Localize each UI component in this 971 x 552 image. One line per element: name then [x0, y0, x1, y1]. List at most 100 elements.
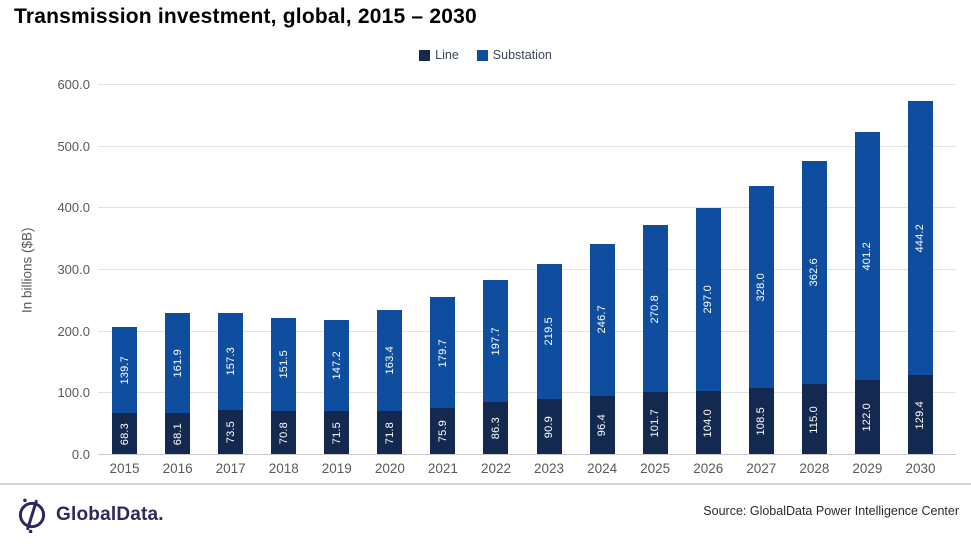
x-tick-label-2023: 2023	[534, 461, 565, 476]
bar-segment-line: 104.0	[695, 390, 721, 455]
bar-segment-line: 70.8	[271, 411, 297, 455]
bar-value-label: 68.3	[118, 422, 131, 446]
y-tick-label: 400.0	[57, 200, 90, 216]
stacked-bar-2027: 328.0 108.5	[748, 185, 774, 455]
bar-segment-substation: 246.7	[589, 243, 615, 396]
bar-value-label: 104.0	[702, 408, 715, 438]
y-tick-label: 500.0	[57, 138, 90, 154]
bar-segment-substation: 401.2	[854, 132, 880, 380]
bar-column-2021: 179.7 75.9	[416, 85, 469, 455]
stacked-bar-2021: 179.7 75.9	[430, 297, 456, 455]
x-tick-label-2018: 2018	[268, 461, 299, 476]
bar-segment-substation: 219.5	[536, 263, 562, 399]
y-tick-label: 200.0	[57, 323, 90, 339]
legend-item-line: Line	[419, 48, 459, 62]
stacked-bar-2025: 270.8 101.7	[642, 225, 668, 455]
bar-value-label: 246.7	[596, 305, 609, 334]
bar-segment-line: 90.9	[536, 398, 562, 455]
bar-column-2020: 163.4 71.8	[363, 85, 416, 455]
bar-column-2023: 219.5 90.9	[523, 85, 576, 455]
y-axis-ticks: 0.0 100.0 200.0 300.0 400.0 500.0 600.0	[0, 77, 90, 462]
bar-segment-substation: 151.5	[271, 317, 297, 412]
stacked-bar-2026: 297.0 104.0	[695, 207, 721, 455]
bar-column-2015: 139.7 68.3	[98, 85, 151, 455]
bar-value-label: 157.3	[224, 346, 237, 376]
bar-segment-substation: 157.3	[218, 312, 244, 410]
bar-column-2025: 270.8 101.7	[629, 85, 682, 455]
bar-segment-substation: 297.0	[695, 207, 721, 391]
bar-value-label: 68.1	[171, 422, 184, 446]
legend-swatch-substation	[476, 49, 488, 61]
bar-value-label: 122.0	[861, 403, 874, 432]
x-tick-label-2025: 2025	[640, 461, 671, 476]
bar-segment-substation: 328.0	[748, 185, 774, 389]
stacked-bar-2019: 147.2 71.5	[324, 320, 350, 455]
globaldata-logo: GlobalData.	[16, 497, 164, 533]
bar-value-label: 147.2	[330, 351, 343, 380]
y-tick-label: 600.0	[57, 77, 90, 92]
bar-segment-substation: 161.9	[165, 313, 191, 413]
stacked-bar-2030: 444.2 129.4	[907, 101, 933, 455]
bar-value-label: 70.8	[277, 422, 290, 445]
bar-value-label: 86.3	[489, 417, 502, 440]
stacked-bar-2022: 197.7 86.3	[483, 279, 509, 455]
x-tick-label-2016: 2016	[162, 461, 193, 476]
bar-value-label: 139.7	[118, 355, 131, 385]
bar-value-label: 297.0	[702, 285, 715, 314]
globaldata-logo-text: GlobalData.	[56, 504, 164, 525]
gridline	[98, 84, 956, 85]
stacked-bar-2023: 219.5 90.9	[536, 263, 562, 455]
bar-column-2029: 401.2 122.0	[841, 85, 894, 455]
bar-segment-line: 115.0	[801, 384, 827, 455]
bar-segment-line: 122.0	[854, 379, 880, 455]
gridline	[98, 392, 956, 394]
bar-value-label: 108.5	[755, 407, 768, 436]
bar-segment-line: 73.5	[218, 409, 244, 455]
bar-value-label: 101.7	[649, 409, 662, 438]
gridline	[98, 145, 956, 147]
bar-value-label: 401.2	[861, 241, 874, 271]
x-tick-label-2021: 2021	[427, 461, 458, 476]
x-axis-line	[98, 454, 956, 455]
bar-value-label: 270.8	[649, 294, 662, 324]
x-tick-label-2019: 2019	[321, 461, 352, 476]
bar-column-2017: 157.3 73.5	[204, 85, 257, 455]
bar-column-2027: 328.0 108.5	[735, 85, 788, 455]
y-tick-label: 100.0	[57, 385, 90, 401]
bar-value-label: 197.7	[489, 326, 502, 356]
bar-segment-line: 75.9	[430, 408, 456, 455]
bar-segment-substation: 362.6	[801, 160, 827, 385]
x-tick-label-2028: 2028	[799, 461, 830, 476]
stacked-bar-2015: 139.7 68.3	[112, 326, 138, 455]
bar-column-2016: 161.9 68.1	[151, 85, 204, 455]
bar-value-label: 96.4	[596, 414, 609, 437]
bar-column-2030: 444.2 129.4	[894, 85, 947, 455]
bar-value-label: 75.9	[436, 420, 449, 443]
globaldata-logo-icon	[16, 497, 48, 533]
bar-value-label: 151.5	[277, 350, 290, 379]
bar-segment-substation: 197.7	[483, 279, 509, 402]
gridline	[98, 330, 956, 332]
bar-value-label: 90.9	[543, 415, 556, 439]
bar-segment-line: 68.3	[112, 412, 138, 455]
gridline	[98, 207, 956, 209]
bar-segment-substation: 270.8	[642, 225, 668, 393]
x-tick-label-2026: 2026	[693, 461, 724, 476]
bar-segment-substation: 147.2	[324, 320, 350, 411]
bar-value-label: 219.5	[543, 316, 556, 346]
x-axis-labels: 2015 2016 2017 2018 2019 2020 2021 2022 2023 2024…	[98, 461, 947, 476]
bar-value-label: 444.2	[914, 223, 927, 253]
bar-column-2024: 246.7 96.4	[576, 85, 629, 455]
bar-segment-line: 101.7	[642, 392, 668, 455]
bar-value-label: 73.5	[224, 421, 237, 444]
stacked-bar-2016: 161.9 68.1	[165, 313, 191, 455]
x-tick-label-2020: 2020	[374, 461, 405, 476]
stacked-bar-2029: 401.2 122.0	[854, 132, 880, 455]
legend-item-substation: Substation	[476, 48, 552, 62]
legend-label: Substation	[492, 48, 552, 62]
bar-column-2028: 362.6 115.0	[788, 85, 841, 455]
bar-value-label: 161.9	[171, 348, 184, 378]
bar-column-2026: 297.0 104.0	[682, 85, 735, 455]
stacked-bar-2024: 246.7 96.4	[589, 243, 615, 455]
